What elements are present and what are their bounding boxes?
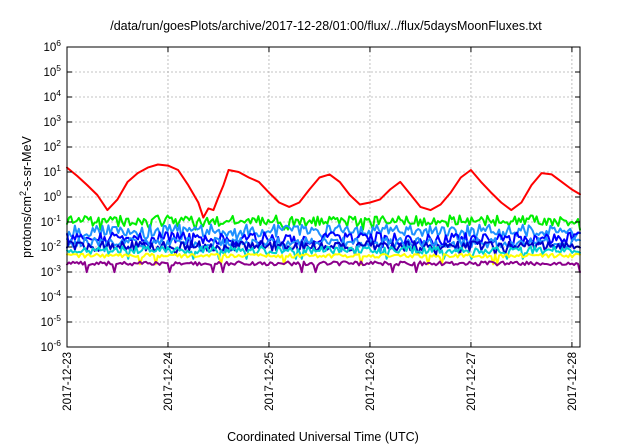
y-tick-label: 102: [43, 138, 61, 154]
y-tick-label: 101: [43, 163, 61, 179]
y-tick-label: 10-4: [41, 288, 62, 304]
x-tick-label: 2017-12-25: [264, 352, 276, 411]
y-tick-label: 10-1: [41, 213, 62, 229]
y-tick-label: 106: [43, 38, 61, 54]
y-axis: 10-6 10-5 10-4 10-3 10-2 10-1 100 101 102 103 104 1…: [41, 38, 580, 354]
y-tick-label: 10-3: [41, 263, 62, 279]
x-tick-label: 2017-12-23: [62, 352, 74, 411]
x-tick-label: 2017-12-28: [567, 352, 579, 411]
x-axis: 2017-12-23 2017-12-24 2017-12-25 2017-12-26…: [62, 47, 579, 411]
y-tick-label: 10-6: [41, 338, 62, 354]
x-axis-label: Coordinated Universal Time (UTC): [227, 430, 419, 444]
y-tick-label: 103: [43, 113, 61, 129]
x-tick-label: 2017-12-26: [365, 352, 377, 411]
series-line: [66, 163, 581, 219]
series-line: [66, 214, 581, 231]
y-tick-label: 105: [43, 63, 61, 79]
x-tick-label: 2017-12-27: [466, 352, 478, 411]
series-line: [66, 245, 581, 260]
y-tick-label: 10-2: [41, 238, 62, 254]
x-tick-label: 2017-12-24: [163, 351, 175, 410]
data-series: [66, 163, 581, 274]
series-line: [66, 260, 581, 274]
y-tick-label: 10-5: [41, 313, 62, 329]
y-tick-label: 100: [43, 188, 61, 204]
y-axis-label: protons/cm2-s-sr-MeV: [18, 135, 34, 257]
y-tick-label: 104: [43, 88, 61, 104]
series-line: [66, 252, 581, 266]
chart-title: /data/run/goesPlots/archive/2017-12-28/0…: [110, 19, 542, 33]
grid-lines: [67, 47, 580, 347]
